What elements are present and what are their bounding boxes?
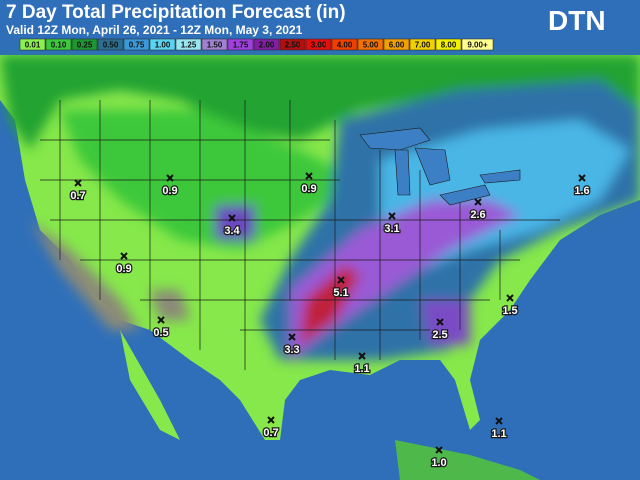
point-label: 1.0 xyxy=(431,457,446,469)
legend-label: 4.00 xyxy=(337,41,353,50)
legend-label: 1.00 xyxy=(155,41,171,50)
point-label: 0.9 xyxy=(116,263,131,275)
point-label: 1.1 xyxy=(491,428,506,440)
point-label: 1.6 xyxy=(574,185,589,197)
legend-swatch xyxy=(409,38,436,51)
point-marker xyxy=(157,316,165,324)
point-label: 3.1 xyxy=(384,223,399,235)
title: 7 Day Total Precipitation Forecast (in) xyxy=(6,2,346,23)
legend-label: 0.01 xyxy=(25,41,41,50)
point-marker xyxy=(578,174,586,182)
point-marker xyxy=(74,179,82,187)
legend-label: 5.00 xyxy=(363,41,379,50)
legend-swatch xyxy=(45,38,72,51)
legend-label: 0.25 xyxy=(77,41,93,50)
legend-swatch xyxy=(19,38,46,51)
legend-swatch xyxy=(435,38,462,51)
legend-swatch xyxy=(331,38,358,51)
point-label: 2.6 xyxy=(470,209,485,221)
legend-label: 1.50 xyxy=(207,41,223,50)
point-marker xyxy=(267,416,275,424)
legend-label: 2.50 xyxy=(285,41,301,50)
legend-label: 7.00 xyxy=(415,41,431,50)
legend: 0.01 0.10 0.25 0.50 0.75 1.00 1.25 1.50 1.75 2.00… xyxy=(19,38,494,51)
point-label: 1.5 xyxy=(502,305,517,317)
legend-swatch xyxy=(383,38,410,51)
legend-swatch xyxy=(461,38,494,51)
legend-swatch xyxy=(253,38,280,51)
legend-swatch xyxy=(149,38,176,51)
point-marker xyxy=(358,352,366,360)
legend-label: 3.00 xyxy=(311,41,327,50)
point-label: 0.7 xyxy=(70,190,85,202)
point-marker xyxy=(506,294,514,302)
legend-swatch xyxy=(175,38,202,51)
point-marker xyxy=(120,252,128,260)
forecast-points: 0.7 0.9 0.9 3.4 3.1 2.6 1.6 0.9 5.1 1.5 0.5 2.5 3.3 1… xyxy=(69,172,591,470)
subtitle: Valid 12Z Mon, April 26, 2021 - 12Z Mon,… xyxy=(6,23,303,37)
legend-label: 0.50 xyxy=(103,41,119,50)
state-borders xyxy=(40,100,560,370)
point-marker xyxy=(436,318,444,326)
logo: DTN xyxy=(548,5,606,36)
legend-label: 1.25 xyxy=(181,41,197,50)
point-marker xyxy=(305,172,313,180)
legend-label: 6.00 xyxy=(389,41,405,50)
point-marker xyxy=(166,174,174,182)
point-marker xyxy=(495,417,503,425)
point-marker xyxy=(474,198,482,206)
legend-label: 9.00+ xyxy=(467,41,488,50)
point-label: 0.7 xyxy=(263,427,278,439)
point-label: 3.3 xyxy=(284,344,299,356)
legend-swatch xyxy=(279,38,306,51)
point-label: 3.4 xyxy=(224,225,240,237)
point-marker xyxy=(435,446,443,454)
legend-swatch xyxy=(71,38,98,51)
legend-label: 2.00 xyxy=(259,41,275,50)
point-label: 1.1 xyxy=(354,363,369,375)
point-marker xyxy=(337,276,345,284)
legend-swatch xyxy=(97,38,124,51)
point-marker xyxy=(388,212,396,220)
legend-label: 8.00 xyxy=(441,41,457,50)
great-lakes xyxy=(359,127,521,206)
point-label: 0.9 xyxy=(301,183,316,195)
point-label: 0.5 xyxy=(153,327,168,339)
point-label: 2.5 xyxy=(432,329,447,341)
point-marker xyxy=(288,333,296,341)
legend-label: 0.10 xyxy=(51,41,67,50)
legend-swatch xyxy=(123,38,150,51)
legend-swatch xyxy=(357,38,384,51)
legend-swatch xyxy=(305,38,332,51)
legend-label: 1.75 xyxy=(233,41,249,50)
point-label: 5.1 xyxy=(333,287,348,299)
legend-swatch xyxy=(201,38,228,51)
point-label: 0.9 xyxy=(162,185,177,197)
point-marker xyxy=(228,214,236,222)
legend-label: 0.75 xyxy=(129,41,145,50)
legend-swatch xyxy=(227,38,254,51)
